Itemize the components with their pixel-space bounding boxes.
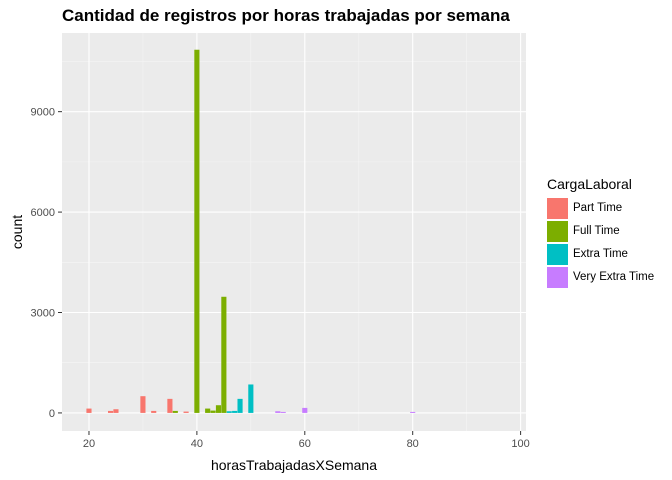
bar xyxy=(210,410,216,413)
legend-item: Very Extra Time xyxy=(547,266,654,288)
legend-key xyxy=(547,197,568,219)
legend-key xyxy=(547,220,568,242)
bar xyxy=(205,408,211,413)
legend-label: Part Time xyxy=(573,202,623,214)
bar xyxy=(226,411,232,413)
legend-label: Very Extra Time xyxy=(573,271,655,283)
bar xyxy=(232,410,238,413)
bar xyxy=(113,409,119,413)
legend-item: Extra Time xyxy=(547,243,628,265)
legend-item: Part Time xyxy=(547,197,622,219)
bar xyxy=(140,396,146,413)
bar xyxy=(86,408,92,413)
legend-key xyxy=(547,266,568,288)
chart-title: Cantidad de registros por horas trabajad… xyxy=(62,6,510,25)
bar xyxy=(275,411,281,413)
x-tick-label: 20 xyxy=(83,438,95,450)
legend-item: Full Time xyxy=(547,220,620,242)
bar xyxy=(151,410,157,413)
y-tick-label: 0 xyxy=(49,408,55,420)
bar xyxy=(302,407,308,413)
y-tick-label: 3000 xyxy=(31,308,55,320)
legend-key xyxy=(547,243,568,265)
x-tick-label: 100 xyxy=(511,438,529,450)
x-tick-label: 40 xyxy=(191,438,203,450)
x-tick-label: 80 xyxy=(407,438,419,450)
legend-label: Full Time xyxy=(573,225,620,237)
bar xyxy=(107,410,114,413)
bar xyxy=(221,296,227,413)
x-tick-label: 60 xyxy=(299,438,311,450)
y-axis-label: count xyxy=(9,215,25,249)
legend-label: Extra Time xyxy=(573,248,628,260)
legend-title: CargaLaboral xyxy=(547,176,632,192)
bar xyxy=(215,405,222,413)
bar xyxy=(167,398,173,413)
panel-background xyxy=(62,33,526,431)
bar xyxy=(183,411,189,413)
bar xyxy=(248,384,254,413)
bar xyxy=(280,411,286,413)
bar xyxy=(237,398,243,413)
bar xyxy=(410,411,416,413)
y-tick-label: 6000 xyxy=(31,207,55,219)
x-axis-label: horasTrabajadasXSemana xyxy=(211,457,377,473)
bar xyxy=(194,49,200,413)
bar xyxy=(172,410,178,413)
y-tick-label: 9000 xyxy=(31,107,55,119)
